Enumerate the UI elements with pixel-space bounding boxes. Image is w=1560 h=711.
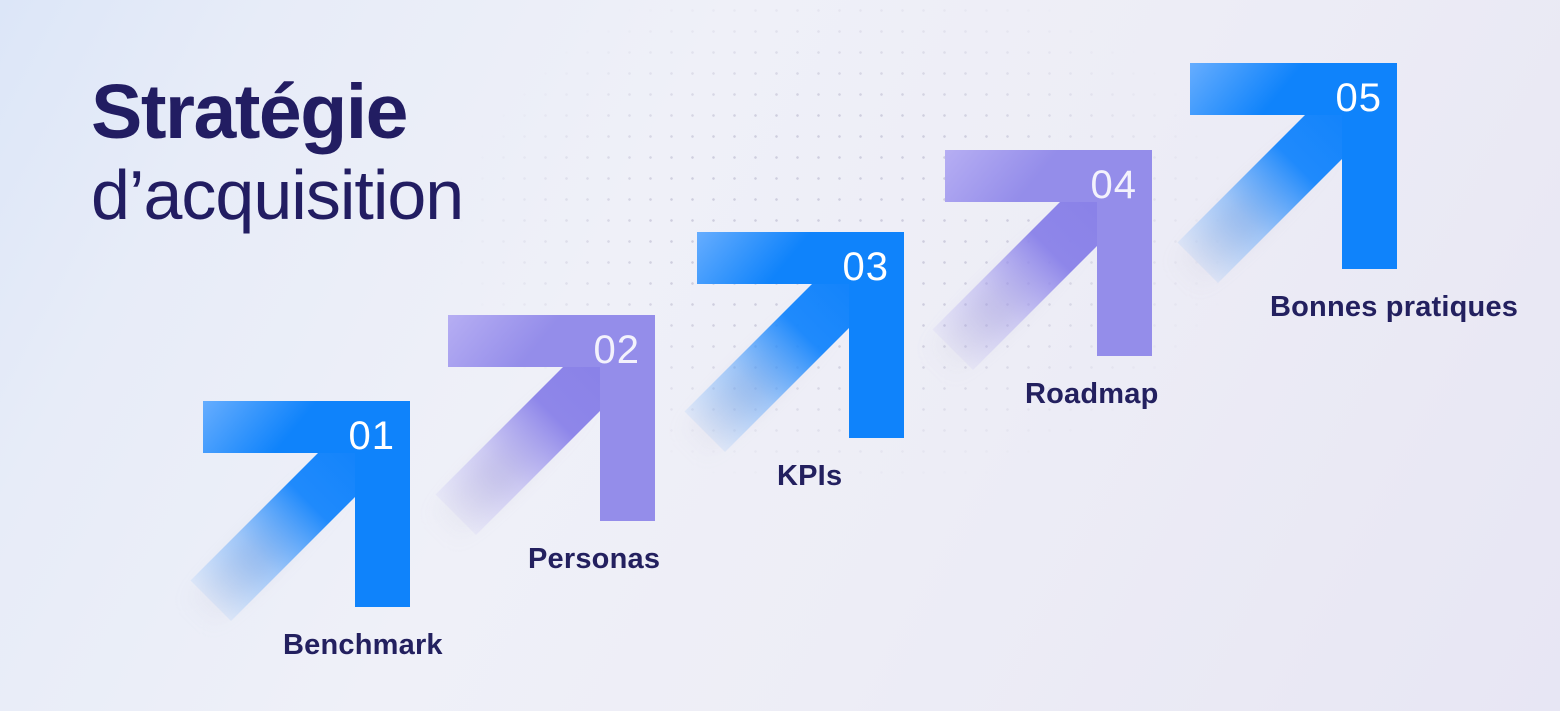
title-line-1: Stratégie [91,69,409,155]
step-benchmark: 01 Benchmark [173,401,443,661]
step-roadmap: 04 Roadmap [915,150,1158,410]
arrow-up-right-icon [684,232,904,452]
step-label: Roadmap [1025,378,1159,410]
step-label: Personas [528,543,661,575]
title-line-2: d’acquisition [91,156,464,234]
page-title: Stratégie d’acquisition [91,69,464,234]
step-label: Bonnes pratiques [1270,291,1519,323]
step-number: 05 [1335,76,1382,120]
step-label: KPIs [777,460,843,492]
step-bonnes-pratiques: 05 Bonnes pratiques [1160,63,1518,323]
step-label: Benchmark [283,629,443,661]
arrow-up-right-icon [435,315,655,535]
step-number: 01 [348,414,395,458]
step-kpis: 03 KPIs [667,232,904,492]
arrow-up-right-icon [1177,63,1397,283]
step-number: 03 [842,245,889,289]
step-number: 04 [1090,163,1137,207]
arrow-up-right-icon [932,150,1152,370]
arrow-up-right-icon [190,401,410,621]
step-number: 02 [593,328,640,372]
step-personas: 02 Personas [418,315,660,575]
